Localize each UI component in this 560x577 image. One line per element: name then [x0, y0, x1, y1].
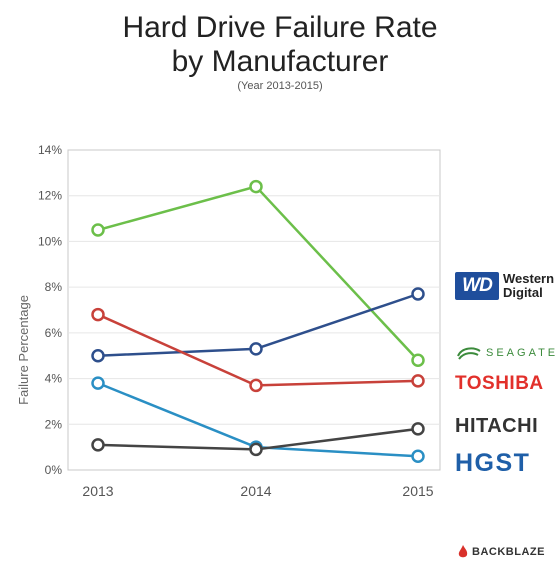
data-point	[411, 287, 425, 301]
series-line-0	[97, 185, 419, 362]
y-axis-label: Failure Percentage	[16, 295, 31, 405]
y-tick-label: 0%	[45, 463, 63, 477]
x-tick-label: 2015	[402, 483, 433, 499]
chart-title-line-1: Hard Drive Failure Rate	[122, 11, 438, 44]
western-digital-logo-mark: WD	[455, 272, 499, 300]
hgst-logo: HGST	[455, 449, 531, 477]
plot-frame	[67, 149, 441, 471]
data-point	[91, 376, 105, 390]
data-point	[411, 374, 425, 388]
hitachi-logo: HITACHI	[455, 415, 539, 437]
y-tick-label: 4%	[45, 372, 63, 386]
data-point	[249, 342, 263, 356]
y-tick-label: 12%	[38, 189, 62, 203]
data-point	[91, 223, 105, 237]
data-point	[91, 348, 105, 363]
data-point	[411, 422, 425, 436]
data-point	[249, 378, 263, 393]
data-point	[91, 307, 105, 322]
data-point	[411, 449, 425, 464]
y-tick-label: 2%	[45, 417, 63, 431]
chart-subtitle: (Year 2013-2015)	[237, 80, 323, 92]
western-digital-logo-text: Western Digital	[503, 272, 554, 300]
backblaze-brand: BACKBLAZE	[472, 546, 545, 558]
data-point	[411, 353, 425, 368]
toshiba-logo: TOSHIBA	[455, 373, 544, 394]
seagate-logo-text: SEAGATE	[486, 347, 559, 359]
y-tick-label: 6%	[45, 326, 63, 340]
seagate-swirl-icon	[457, 347, 481, 360]
data-point	[91, 438, 105, 452]
data-point	[249, 442, 263, 457]
y-tick-label: 14%	[38, 143, 62, 157]
y-tick-label: 10%	[38, 234, 62, 248]
western-digital-line-1: Western	[503, 271, 555, 286]
backblaze-flame-icon	[458, 545, 468, 558]
data-point	[249, 179, 263, 194]
western-digital-line-2: Digital	[503, 285, 543, 300]
y-tick-label: 8%	[45, 280, 63, 294]
x-tick-label: 2014	[240, 483, 271, 499]
x-tick-label: 2013	[82, 483, 113, 499]
chart-title-line-2: by Manufacturer	[171, 45, 389, 78]
